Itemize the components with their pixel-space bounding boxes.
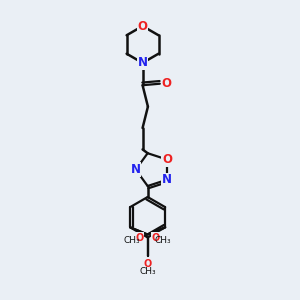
Text: N: N bbox=[138, 56, 148, 69]
Text: N: N bbox=[162, 173, 172, 186]
Text: O: O bbox=[162, 153, 172, 166]
Text: O: O bbox=[138, 20, 148, 33]
Text: CH₃: CH₃ bbox=[139, 267, 156, 276]
Text: O: O bbox=[143, 259, 152, 269]
Text: O: O bbox=[161, 77, 171, 90]
Text: CH₃: CH₃ bbox=[155, 236, 171, 245]
Text: CH₃: CH₃ bbox=[124, 236, 140, 245]
Text: O: O bbox=[135, 232, 143, 242]
Text: N: N bbox=[131, 163, 141, 176]
Text: O: O bbox=[152, 232, 160, 242]
